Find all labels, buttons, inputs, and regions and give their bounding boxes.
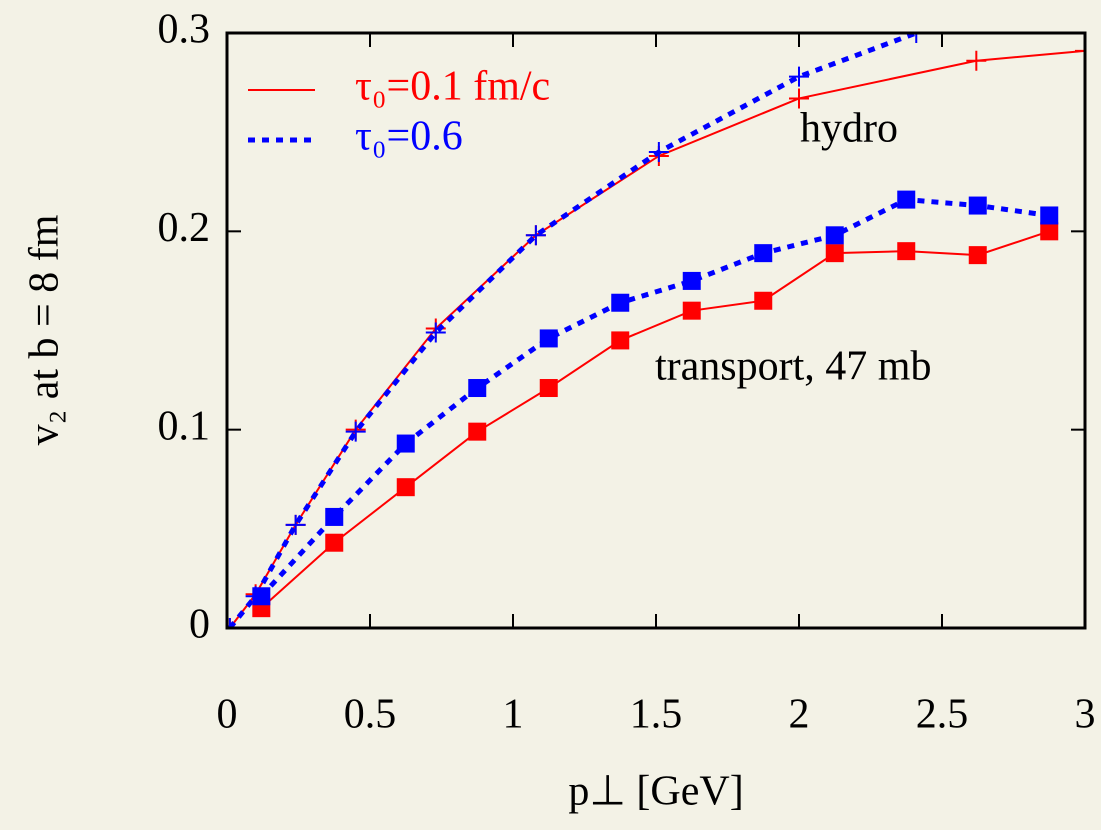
marker (1075, 40, 1085, 61)
marker (227, 618, 240, 628)
series-line (229, 49, 1085, 628)
marker (648, 142, 669, 162)
annotation: transport, 47 mb (655, 344, 931, 390)
marker (754, 244, 773, 263)
marker (525, 225, 546, 246)
plot-frame (225, 31, 1087, 630)
marker (285, 514, 306, 535)
legend-label: τ₀=0.1 fm/c (355, 64, 550, 110)
marker (754, 291, 773, 310)
marker (325, 507, 344, 526)
marker (425, 322, 446, 343)
marker (906, 33, 927, 43)
marker (539, 329, 558, 348)
marker (1040, 222, 1059, 241)
x-tick-label: 0.5 (344, 692, 397, 738)
marker (325, 533, 344, 552)
annotation: hydro (800, 106, 898, 152)
y-tick-label: 0.2 (158, 205, 211, 251)
marker (396, 478, 415, 497)
series-line (260, 230, 1050, 609)
y-tick-label: 0.1 (158, 403, 211, 449)
marker (789, 88, 809, 109)
marker (968, 196, 987, 215)
marker (252, 587, 271, 606)
marker (611, 293, 630, 312)
marker (789, 66, 809, 87)
marker (345, 421, 366, 442)
plot-area (227, 33, 1085, 628)
marker (396, 434, 415, 453)
marker (897, 242, 916, 261)
marker (682, 271, 701, 290)
marker (682, 301, 701, 320)
x-tick-label: 2.5 (916, 692, 969, 738)
marker (966, 50, 987, 71)
marker (1040, 206, 1059, 225)
x-axis-label: p⊥ [GeV] (568, 769, 743, 815)
marker (539, 379, 558, 398)
marker (825, 226, 844, 245)
x-tick-label: 1.5 (630, 692, 683, 738)
marker (825, 244, 844, 263)
marker (897, 190, 916, 209)
y-tick-label: 0.3 (158, 7, 211, 53)
x-tick-label: 3 (1075, 692, 1096, 738)
marker (468, 422, 487, 441)
x-tick-label: 1 (503, 692, 524, 738)
legend-label: τ₀=0.6 (355, 114, 463, 160)
x-tick-label: 0 (217, 692, 238, 738)
y-axis-label: v₂ at b = 8 fm (22, 214, 68, 445)
marker (968, 246, 987, 265)
marker (468, 379, 487, 398)
marker (611, 331, 630, 350)
series-line (259, 197, 1050, 598)
x-tick-label: 2 (789, 692, 810, 738)
y-tick-label: 0 (189, 602, 210, 648)
